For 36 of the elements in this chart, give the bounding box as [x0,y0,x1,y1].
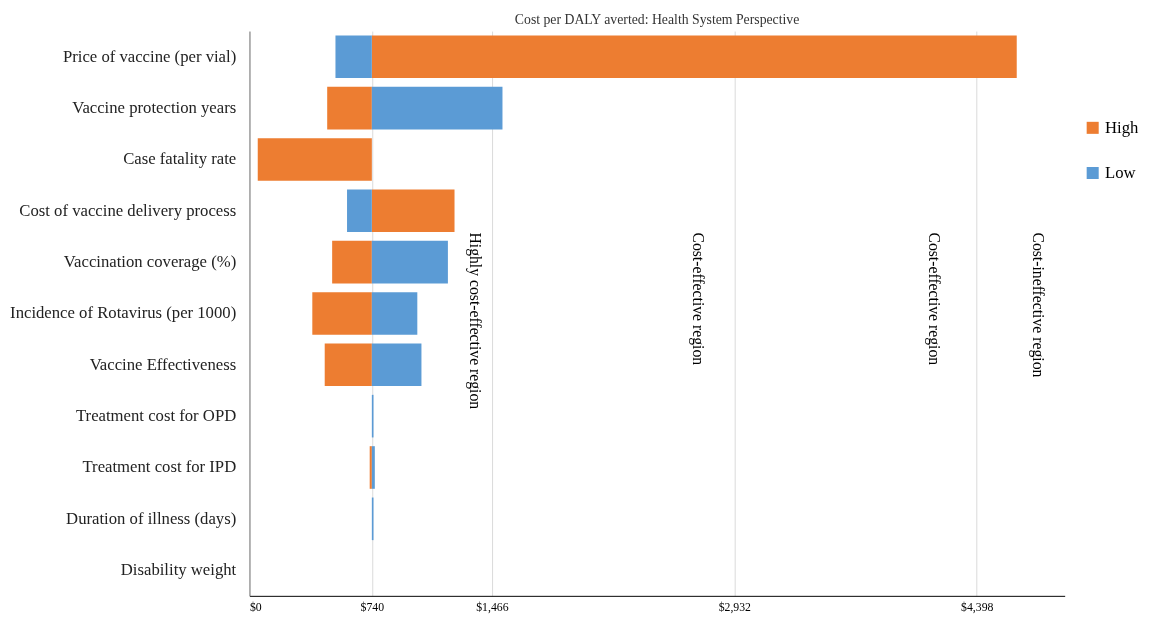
y-tick-label: Cost of vaccine delivery process [19,200,237,220]
legend-label: High [1104,117,1139,137]
bar [324,343,372,387]
bar [371,35,1017,79]
annotation: Highly cost-effective region [466,232,485,410]
bar [332,240,372,284]
bar [371,86,503,130]
bar [312,292,372,335]
y-tick-label: Vaccine Effectiveness [89,354,237,374]
x-tick-label: $1,466 [476,601,509,615]
bar [371,240,448,284]
y-tick-label: Vaccination coverage (%) [63,252,237,272]
x-tick-label: $0 [249,601,262,615]
bar [347,189,372,233]
annotation: Cost-ineffective region [1029,232,1048,378]
chart-title: Cost per DALY averted: Health System Perspective [514,12,800,28]
y-tick-label: Incidence of Rotavirus (per 1000) [10,303,237,323]
y-tick-label: Treatment cost for IPD [82,457,237,477]
legend-label: Low [1104,162,1136,182]
y-tick-label: Vaccine protection years [72,98,237,118]
annotation: Cost-effective region [925,232,944,366]
bar [371,189,455,233]
bar [257,138,372,181]
bar [327,86,372,130]
x-tick-label: $4,398 [961,601,994,615]
annotation: Cost-effective region [689,232,708,366]
bar [335,35,372,79]
y-tick-label: Case fatality rate [123,149,237,169]
y-tick-label: Duration of illness (days) [66,508,237,528]
y-tick-label: Treatment cost for OPD [76,406,237,426]
y-tick-label: Price of vaccine (per vial) [62,46,237,66]
y-tick-label: Disability weight [120,560,237,580]
bar [371,292,418,335]
bar [371,343,422,387]
x-tick-label: $2,932 [718,601,752,615]
x-tick-label: $740 [360,601,385,615]
